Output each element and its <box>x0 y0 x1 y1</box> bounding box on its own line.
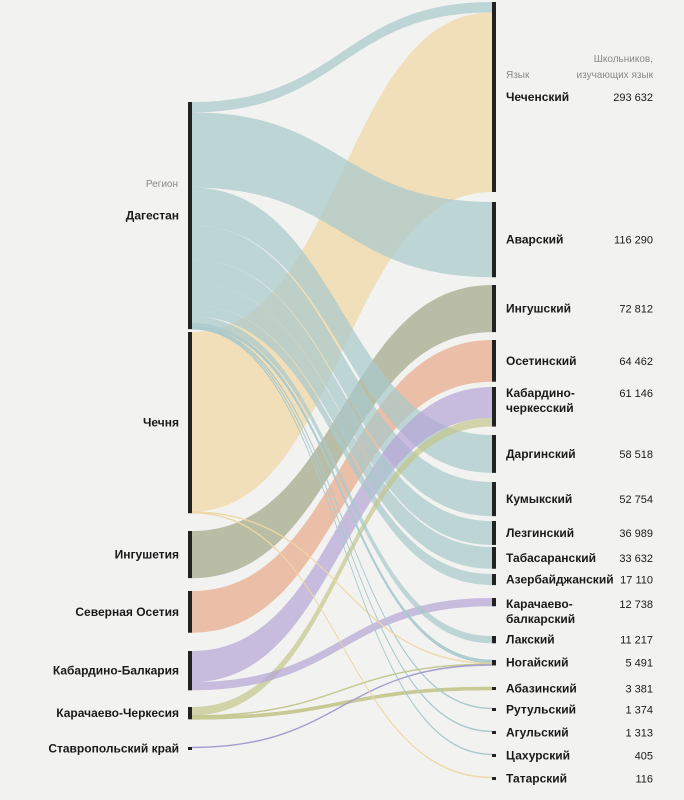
language-label-dargin: Даргинский <box>506 447 576 461</box>
language-value-lak: 11 217 <box>620 635 653 647</box>
language-value-tsakhur: 405 <box>635 751 653 763</box>
language-label-chechen: Чеченский <box>506 90 569 104</box>
language-label-kumyk: Кумыкский <box>506 492 572 506</box>
language-value-abaza: 3 381 <box>625 684 653 696</box>
flow-che-chechen <box>192 12 492 512</box>
language-value-avar: 116 290 <box>614 235 653 247</box>
language-value-tabasaran: 33 632 <box>619 553 653 565</box>
language-bar-kabcher <box>492 387 496 427</box>
language-bar-lezgin <box>492 521 496 545</box>
flow-dag-azeri <box>192 305 492 586</box>
language-label-azeri: Азербайджанский <box>506 573 614 587</box>
flow-dag-avar <box>192 112 492 278</box>
region-label-kch: Карачаево-Черкесия <box>56 706 179 720</box>
flow-dag-lak <box>192 316 492 644</box>
language-bar-ossetian <box>492 340 496 382</box>
region-label-oss: Северная Осетия <box>75 605 179 619</box>
language-label-abaza: Абазинский <box>506 682 577 696</box>
language-value-ossetian: 64 462 <box>619 356 653 368</box>
language-value-azeri: 17 110 <box>620 575 653 587</box>
region-bar-ing <box>188 531 192 579</box>
language-bar-dargin <box>492 435 496 473</box>
language-bar-kumyk <box>492 482 496 517</box>
flows-layer <box>191 2 493 779</box>
region-bar-kbr <box>188 651 192 691</box>
region-label-sta: Ставропольский край <box>48 742 179 756</box>
flow-dag-tabasaran <box>192 283 492 569</box>
language-header: Язык <box>506 70 530 81</box>
flow-kch-kabcher <box>192 418 492 716</box>
flow-sta-nogai <box>191 664 493 749</box>
region-bar-oss <box>188 591 192 633</box>
students-header-line1: Школьников, <box>594 54 653 65</box>
flow-dag-dargin <box>192 187 492 473</box>
flow-dag-lezgin <box>192 259 492 545</box>
language-label-lezgin: Лезгинский <box>506 526 574 540</box>
language-bar-azeri <box>492 574 496 586</box>
language-label-tsakhur: Цахурский <box>506 749 570 763</box>
language-value-ingush: 72 812 <box>619 304 653 316</box>
region-bar-che <box>188 332 192 514</box>
language-bar-abaza <box>492 687 496 690</box>
language-label-tabasaran: Табасаранский <box>506 551 596 565</box>
labels-layer: Регион Язык Школьников, изучающих язык Д… <box>48 54 653 786</box>
language-label-lak: Лакский <box>506 633 555 647</box>
language-bar-tsakhur <box>492 754 496 757</box>
flow-oss-ossetian <box>192 340 492 633</box>
language-label-rutul: Рутульский <box>506 703 576 717</box>
language-label-ingush: Ингушский <box>506 302 571 316</box>
language-value-karbal: 12 738 <box>619 599 653 611</box>
language-bar-lak <box>492 636 496 644</box>
language-value-rutul: 1 374 <box>625 705 653 717</box>
language-label-karbal: Карачаево-балкарский <box>506 597 575 626</box>
language-label-ossetian: Осетинский <box>506 354 576 368</box>
students-header-line2: изучающих язык <box>577 70 654 81</box>
language-bar-karbal <box>492 598 496 607</box>
region-label-kbr: Кабардино-Балкария <box>53 664 179 678</box>
region-bar-sta <box>188 747 192 750</box>
region-header: Регион <box>146 179 178 190</box>
language-value-nogai: 5 491 <box>625 658 653 670</box>
language-bar-rutul <box>492 708 496 711</box>
language-label-avar: Аварский <box>506 233 563 247</box>
region-label-ing: Ингушетия <box>115 548 179 562</box>
language-value-chechen: 293 632 <box>613 92 653 104</box>
language-value-kabcher: 61 146 <box>619 388 653 400</box>
language-bar-agul <box>492 731 496 734</box>
region-label-che: Чечня <box>143 416 179 430</box>
language-bar-tabasaran <box>492 547 496 569</box>
language-value-lezgin: 36 989 <box>619 528 653 540</box>
flow-kbr-kabcher <box>192 387 492 683</box>
language-value-tatar: 116 <box>635 774 653 786</box>
language-label-tatar: Татарский <box>506 772 567 786</box>
language-value-kumyk: 52 754 <box>619 494 653 506</box>
region-bar-kch <box>188 707 192 720</box>
nodes-layer <box>188 2 496 780</box>
language-value-dargin: 58 518 <box>619 449 653 461</box>
language-value-agul: 1 313 <box>625 728 653 740</box>
region-bar-dag <box>188 102 192 330</box>
region-label-dag: Дагестан <box>126 209 179 223</box>
language-label-agul: Агульский <box>506 726 569 740</box>
language-bar-nogai <box>492 660 496 666</box>
flow-dag-chechen <box>192 2 492 113</box>
language-bar-ingush <box>492 285 496 333</box>
language-bar-chechen <box>492 2 496 192</box>
language-bar-tatar <box>492 777 496 780</box>
flow-dag-kumyk <box>192 225 492 517</box>
language-bar-avar <box>492 202 496 278</box>
language-label-nogai: Ногайский <box>506 656 568 670</box>
language-label-kabcher: Кабардино-черкесский <box>506 386 575 415</box>
